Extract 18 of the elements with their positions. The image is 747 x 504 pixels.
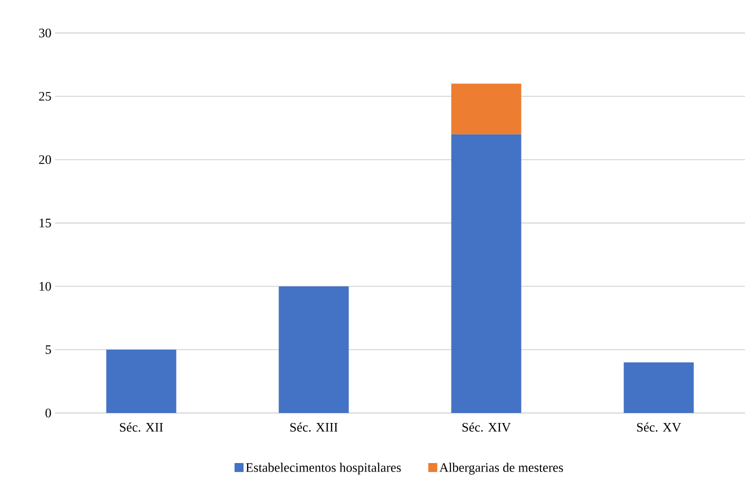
x-tick-label: Séc. XIV (462, 422, 511, 432)
y-tick-label: 0 (46, 408, 51, 418)
bar (278, 286, 349, 413)
y-tick-label: 15 (40, 218, 51, 228)
bar (451, 84, 522, 134)
x-tick-label: Séc. XV (637, 422, 682, 432)
legend-label: Albergarias de mesteres (439, 462, 563, 475)
x-tick-label: Séc. XII (120, 422, 163, 432)
bar (451, 134, 522, 413)
y-tick-label: 10 (40, 282, 51, 291)
y-tick-label: 5 (46, 345, 51, 354)
bar (106, 350, 176, 413)
y-tick-label: 30 (39, 28, 51, 38)
legend-label: Estabelecimentos hospitalares (246, 462, 401, 475)
x-tick-label: Séc. XIII (290, 422, 338, 432)
bar (624, 362, 694, 413)
y-tick-label: 20 (39, 155, 51, 164)
y-tick-label: 25 (39, 92, 51, 101)
